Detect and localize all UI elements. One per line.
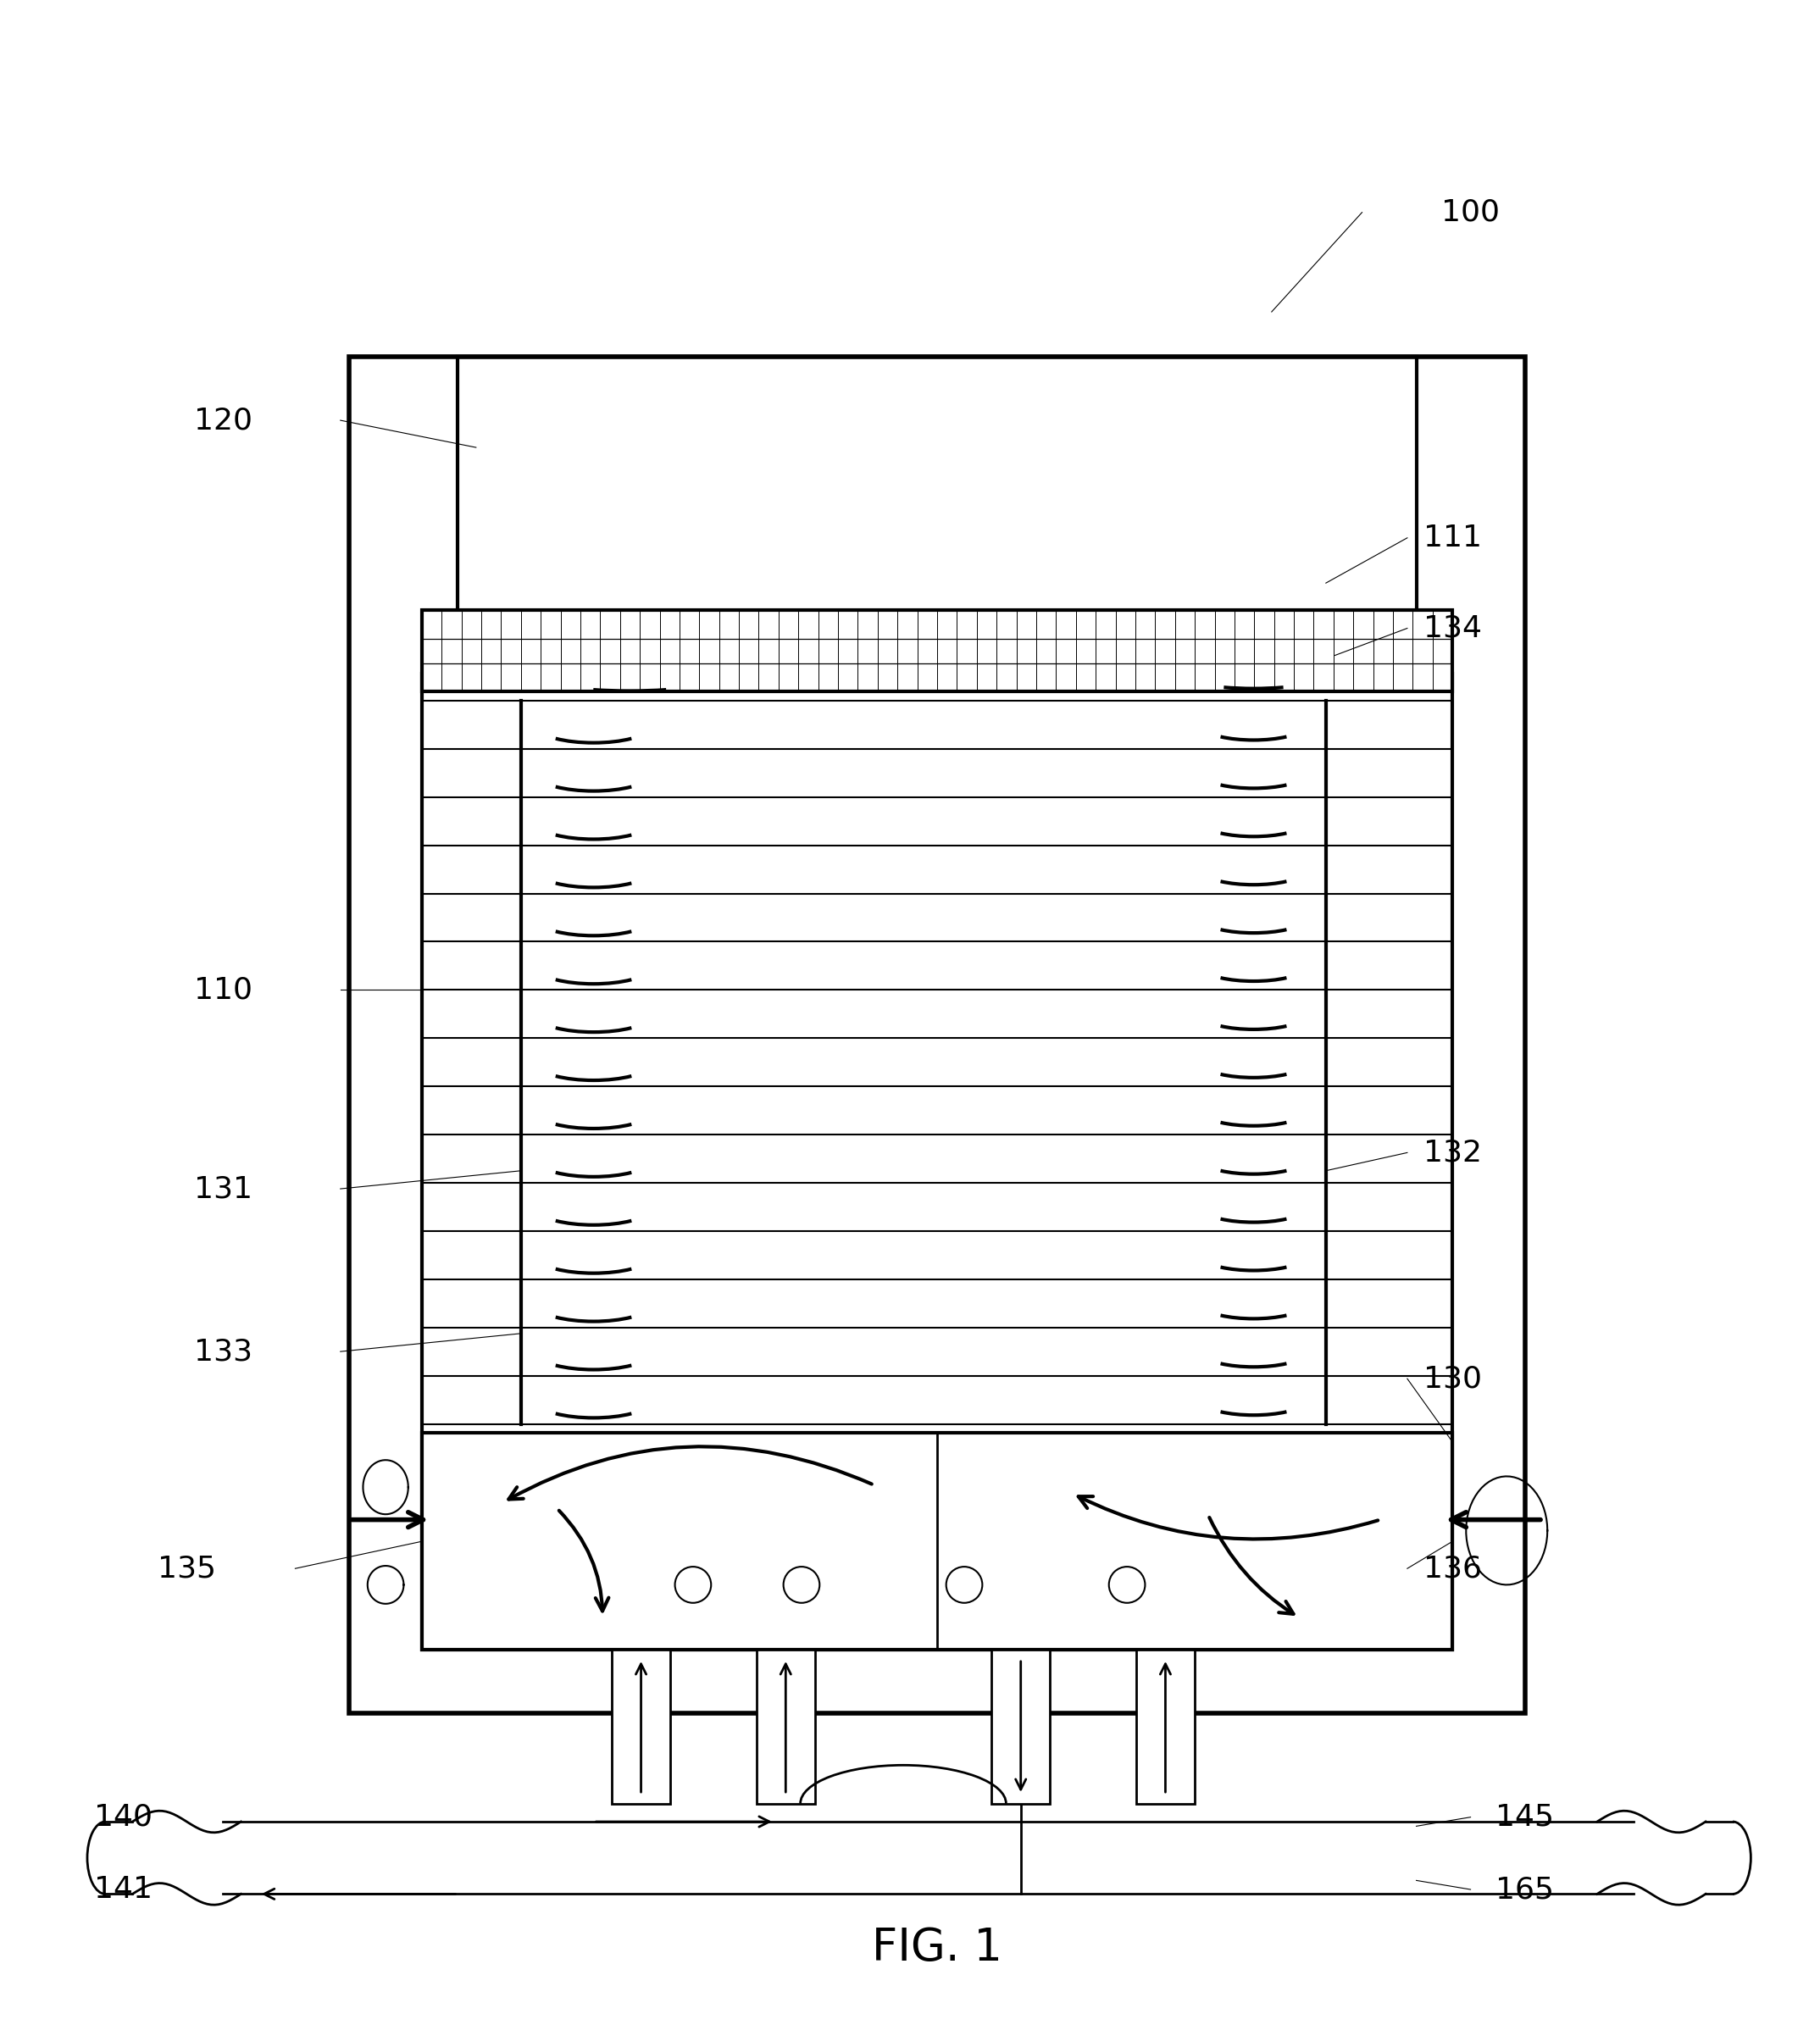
Text: 110: 110 [193, 976, 253, 1004]
Text: 132: 132 [1423, 1138, 1481, 1166]
Text: 135: 135 [158, 1553, 217, 1584]
Bar [459, 356, 1416, 674]
Text: 131: 131 [193, 1174, 253, 1203]
Bar [349, 356, 1525, 1713]
Text: 136: 136 [1423, 1553, 1481, 1584]
Text: 165: 165 [1496, 1875, 1554, 1903]
Text: 133: 133 [193, 1336, 253, 1367]
Text: FIG. 1: FIG. 1 [872, 1926, 1003, 1970]
Bar [422, 674, 1452, 1650]
Bar [612, 1650, 670, 1804]
Text: 141: 141 [95, 1875, 153, 1903]
Text: 140: 140 [95, 1802, 153, 1831]
Text: 100: 100 [1441, 198, 1500, 227]
Text: 111: 111 [1423, 522, 1481, 553]
Bar [992, 1650, 1050, 1804]
Bar [1136, 1650, 1194, 1804]
Text: 145: 145 [1496, 1802, 1554, 1831]
Bar [422, 610, 1452, 693]
Text: 134: 134 [1423, 614, 1481, 642]
Text: 130: 130 [1423, 1365, 1481, 1393]
Bar [757, 1650, 815, 1804]
Text: 120: 120 [193, 405, 253, 435]
Bar [422, 1434, 1452, 1650]
